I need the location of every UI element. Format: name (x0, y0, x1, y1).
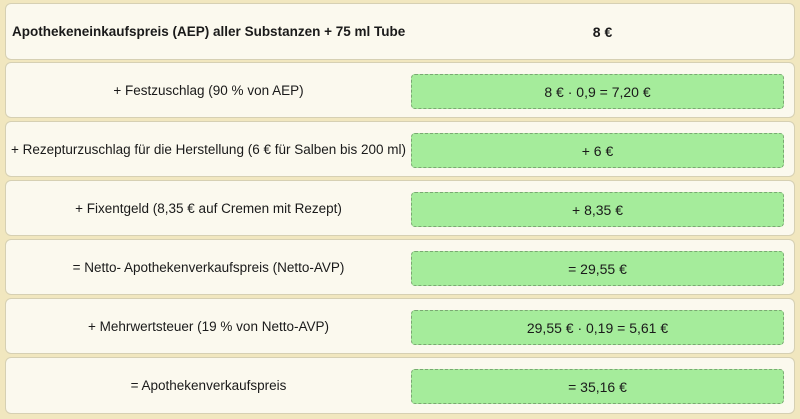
row-netto-avp: = Netto- Apothekenverkaufspreis (Netto-A… (5, 239, 795, 295)
row-label: + Fixentgeld (8,35 € auf Cremen mit Reze… (75, 200, 342, 216)
header-row: Apothekeneinkaufspreis (AEP) aller Subst… (5, 3, 795, 60)
row-value-box: = 35,16 € (411, 369, 784, 404)
row-mehrwertsteuer: + Mehrwertsteuer (19 % von Netto-AVP) 29… (5, 298, 795, 354)
row-label: + Mehrwertsteuer (19 % von Netto-AVP) (88, 318, 329, 334)
row-value-box: + 8,35 € (411, 192, 784, 227)
row-fixentgeld: + Fixentgeld (8,35 € auf Cremen mit Reze… (5, 180, 795, 236)
row-label: + Festzuschlag (90 % von AEP) (113, 82, 304, 98)
row-value-box: 29,55 € · 0,19 = 5,61 € (411, 310, 784, 345)
header-value: 8 € (592, 23, 613, 40)
row-label: + Rezepturzuschlag für die Herstellung (… (10, 141, 407, 157)
row-festzuschlag: + Festzuschlag (90 % von AEP) 8 € · 0,9 … (5, 62, 795, 118)
row-value-box: 8 € · 0,9 = 7,20 € (411, 74, 784, 109)
row-value-box: = 29,55 € (411, 251, 784, 286)
row-apothekenverkaufspreis: = Apothekenverkaufspreis = 35,16 € (5, 357, 795, 414)
row-label: = Netto- Apothekenverkaufspreis (Netto-A… (72, 259, 345, 275)
row-value-box: + 6 € (411, 133, 784, 168)
row-label: = Apothekenverkaufspreis (130, 378, 287, 393)
header-label: Apothekeneinkaufspreis (AEP) aller Subst… (12, 24, 406, 39)
row-rezepturzuschlag: + Rezepturzuschlag für die Herstellung (… (5, 121, 795, 177)
